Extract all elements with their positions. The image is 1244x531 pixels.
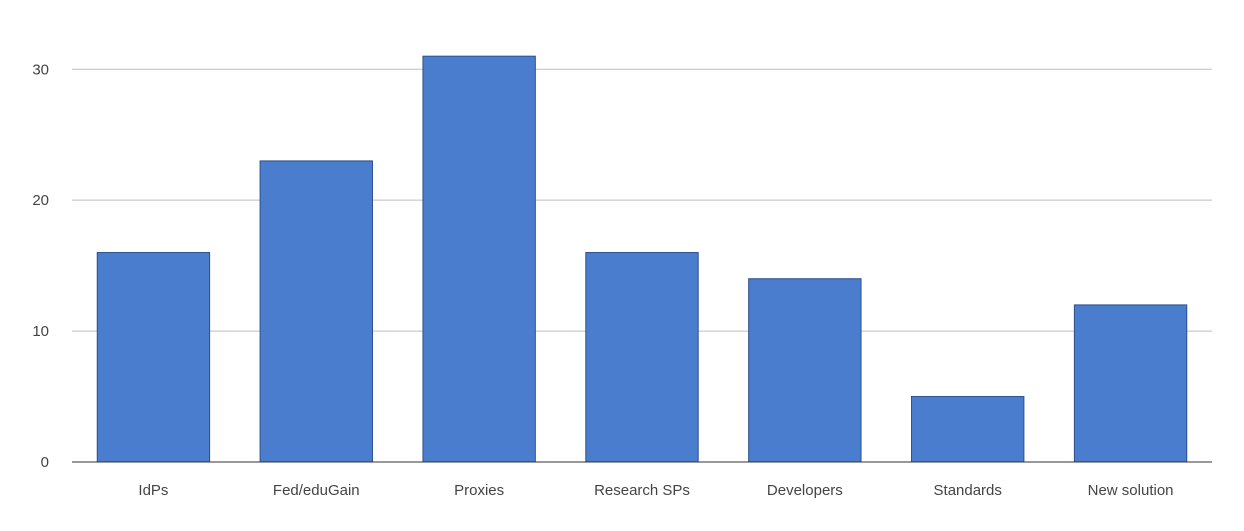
x-tick-label: Proxies xyxy=(454,482,504,499)
y-tick-label: 0 xyxy=(41,454,49,471)
x-tick-label: Developers xyxy=(767,482,843,499)
x-tick-label: Research SPs xyxy=(594,482,690,499)
y-tick-label: 20 xyxy=(32,192,49,209)
x-axis-ticks: IdPs Fed/eduGain Proxies Research SPs Develo… xyxy=(138,482,1173,499)
bar xyxy=(911,396,1025,463)
y-axis-ticks: 0 10 20 30 xyxy=(32,61,49,471)
bar xyxy=(748,278,862,463)
bar xyxy=(422,55,536,463)
x-tick-label: IdPs xyxy=(138,482,168,499)
y-tick-label: 10 xyxy=(32,323,49,340)
bar xyxy=(96,252,211,463)
x-tick-label: New solution xyxy=(1088,482,1174,499)
x-tick-label: Fed/eduGain xyxy=(273,482,360,499)
x-tick-label: Standards xyxy=(934,482,1002,499)
bar xyxy=(1073,304,1188,463)
bars xyxy=(96,55,1188,463)
bar xyxy=(259,160,373,463)
y-tick-label: 30 xyxy=(32,61,49,78)
bar xyxy=(585,252,699,463)
